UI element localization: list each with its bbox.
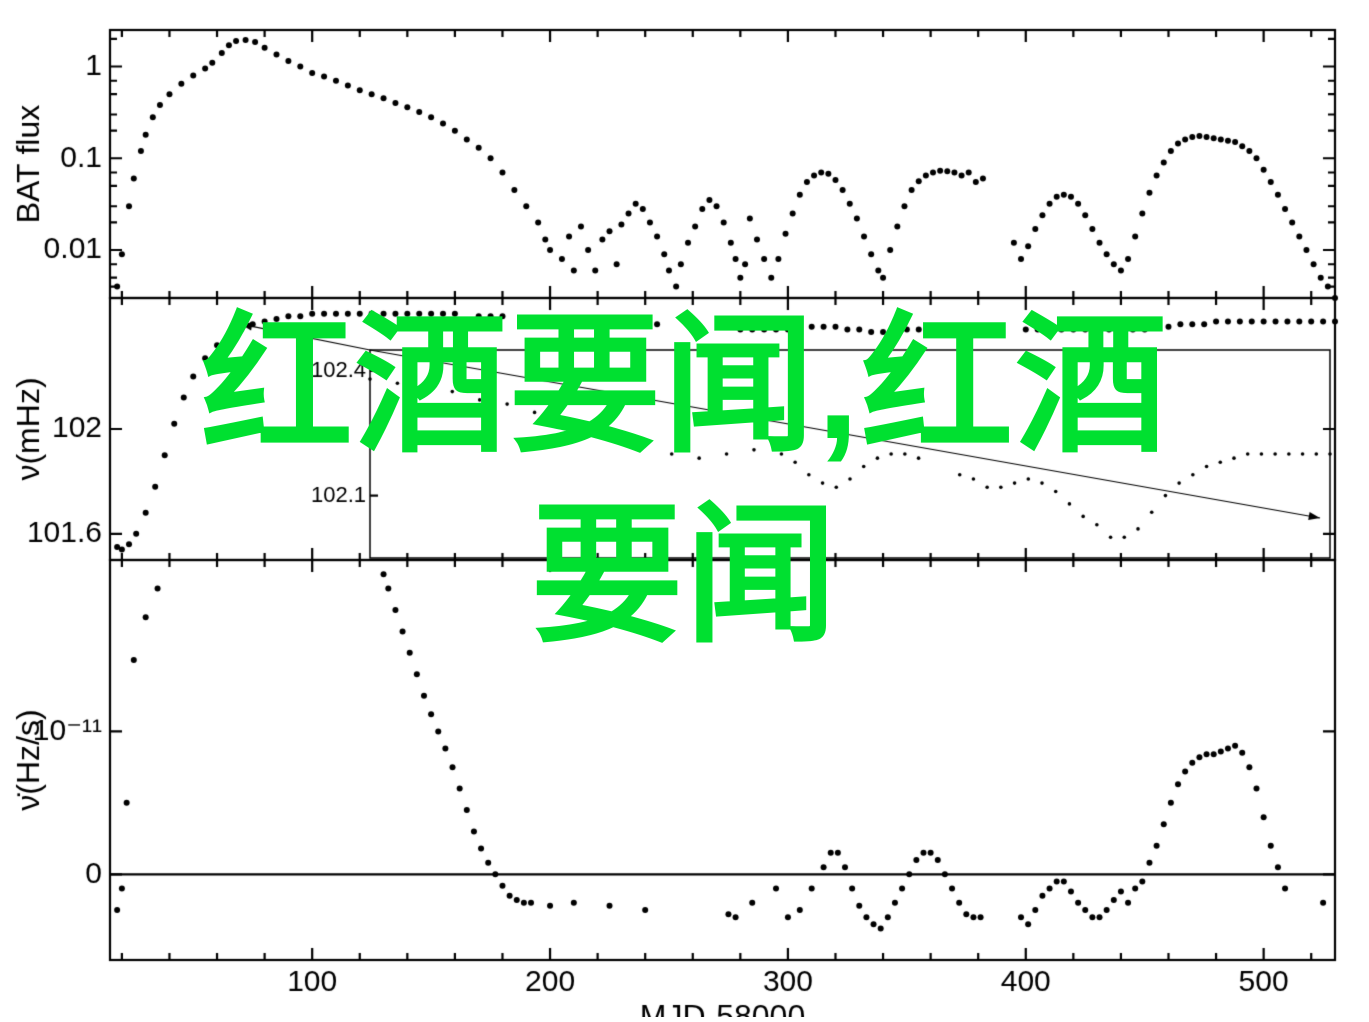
multipanel-chart: [0, 0, 1369, 1017]
chart-container: [0, 0, 1369, 1017]
